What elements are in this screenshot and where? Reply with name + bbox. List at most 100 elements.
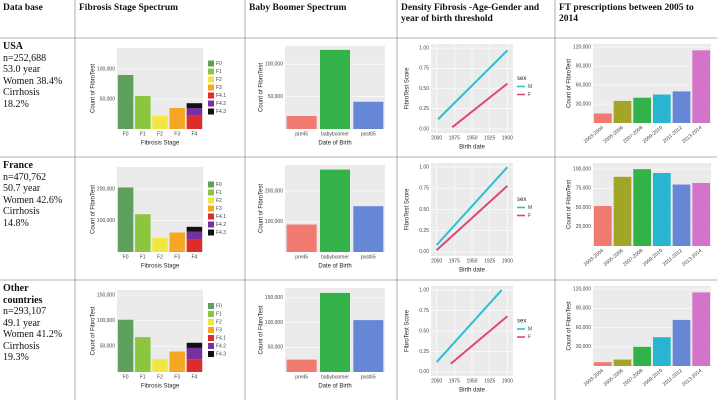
x-axis-label: Date of Birth bbox=[318, 141, 351, 147]
legend-swatch bbox=[208, 189, 214, 196]
legend-swatch bbox=[208, 229, 214, 236]
y-tick-label: 90,000 bbox=[576, 63, 592, 69]
y-axis-label: Count of FibroTest bbox=[91, 306, 97, 355]
bar bbox=[593, 362, 612, 366]
legend-label: F4.3 bbox=[216, 351, 226, 357]
bar bbox=[353, 206, 384, 252]
legend-swatch bbox=[208, 100, 214, 107]
x-tick-label: F3 bbox=[174, 131, 180, 137]
y-tick-label: 100,000 bbox=[97, 66, 115, 72]
x-tick-label: 1925 bbox=[484, 378, 495, 384]
y-tick-label: 0.75 bbox=[419, 186, 429, 192]
trend-line bbox=[451, 82, 508, 129]
column-header: Data base bbox=[3, 3, 43, 13]
chart: 0.00 0.25 0.50 0.75 1.00 FibroTest Score Birth… bbox=[405, 44, 532, 151]
bar bbox=[613, 359, 632, 366]
database-stat: Women 42.6% bbox=[3, 194, 63, 206]
x-axis-label: Date of Birth bbox=[318, 384, 351, 390]
legend-label: F1 bbox=[216, 311, 222, 317]
x-tick-label: 2003-2004 bbox=[583, 125, 605, 145]
y-tick-label: 100,000 bbox=[265, 219, 283, 225]
y-tick-label: 1.00 bbox=[419, 287, 429, 293]
x-tick-label: 2003-2004 bbox=[583, 368, 605, 388]
y-tick-label: 0.75 bbox=[419, 66, 429, 72]
bar bbox=[353, 101, 384, 129]
legend-label: F bbox=[528, 92, 531, 98]
x-tick-label: 1950 bbox=[466, 258, 477, 264]
x-tick-label: F3 bbox=[174, 254, 180, 260]
x-tick-label: F0 bbox=[123, 131, 129, 137]
trend-line bbox=[437, 49, 509, 120]
y-axis-label: Count of FibroTest bbox=[567, 180, 573, 229]
x-tick-label: 1975 bbox=[449, 378, 460, 384]
bar bbox=[692, 50, 711, 123]
y-axis-label: Count of FibroTest bbox=[91, 185, 97, 234]
x-tick-label: F1 bbox=[140, 374, 146, 380]
legend-swatch bbox=[208, 68, 214, 75]
y-tick-label: 1.00 bbox=[419, 45, 429, 51]
bar bbox=[633, 346, 652, 366]
y-tick-label: 60,000 bbox=[576, 82, 592, 88]
database-stat: Women 38.4% bbox=[3, 75, 63, 87]
trend-line bbox=[450, 315, 508, 365]
bar bbox=[353, 320, 384, 372]
bar bbox=[672, 91, 691, 123]
x-tick-label: F1 bbox=[140, 131, 146, 137]
legend-swatch bbox=[208, 343, 214, 349]
x-axis-label: Fibrosis Stage bbox=[141, 384, 180, 390]
database-stat: 49.1 year bbox=[3, 317, 41, 329]
database-stat: 50.7 year bbox=[3, 183, 41, 194]
x-tick-label: babyboomer bbox=[321, 374, 349, 380]
legend-label: F4.3 bbox=[216, 109, 226, 115]
y-axis-label: FibroTest Score bbox=[405, 67, 411, 110]
legend-swatch bbox=[208, 60, 214, 67]
bar-segment bbox=[117, 319, 134, 372]
bar-segment bbox=[117, 187, 134, 252]
legend-label: F4.2 bbox=[216, 101, 226, 107]
plot-panel bbox=[593, 286, 711, 366]
x-tick-label: 2011-2012 bbox=[662, 125, 684, 145]
y-tick-label: 50,000 bbox=[100, 96, 116, 102]
y-tick-label: 60,000 bbox=[576, 325, 592, 331]
legend-label: F4.3 bbox=[216, 230, 226, 236]
y-tick-label: 50,000 bbox=[100, 344, 116, 350]
legend-swatch bbox=[208, 205, 214, 212]
trend-line bbox=[435, 185, 509, 251]
database-name: France bbox=[3, 160, 33, 171]
legend-swatch bbox=[208, 213, 214, 220]
y-tick-label: 100,000 bbox=[97, 318, 115, 324]
legend-label: F3 bbox=[216, 206, 222, 212]
x-tick-label: 2013-2014 bbox=[681, 125, 703, 145]
bar-segment bbox=[186, 115, 203, 129]
x-tick-label: 2013-2014 bbox=[681, 368, 703, 388]
x-tick-label: 2007-2008 bbox=[622, 248, 644, 268]
bar-segment bbox=[135, 96, 151, 129]
y-tick-label: 100,000 bbox=[573, 166, 591, 172]
x-tick-label: babyboomer bbox=[321, 131, 349, 137]
y-tick-label: 75,000 bbox=[576, 186, 592, 192]
bar bbox=[692, 182, 711, 246]
legend-swatch bbox=[208, 221, 214, 228]
database-stat: n=252,688 bbox=[3, 52, 47, 64]
plot-panel bbox=[593, 163, 711, 246]
bar bbox=[320, 292, 350, 372]
bar-segment bbox=[186, 239, 203, 252]
legend-label: M bbox=[528, 84, 532, 90]
legend-label: F0 bbox=[216, 61, 222, 67]
x-tick-label: 1925 bbox=[484, 135, 495, 141]
database-stat: n=470,762 bbox=[3, 171, 47, 183]
x-tick-label: pre45 bbox=[295, 131, 308, 137]
bar-segment bbox=[152, 359, 168, 372]
bar bbox=[286, 359, 317, 372]
legend-swatch bbox=[208, 84, 214, 91]
database-stat: Cirrhosis bbox=[3, 206, 40, 217]
bar bbox=[672, 184, 691, 246]
x-tick-label: 1950 bbox=[466, 378, 477, 384]
legend-label: F2 bbox=[216, 198, 222, 204]
y-tick-label: 0.00 bbox=[419, 249, 429, 255]
chart: 0.00 0.25 0.50 0.75 1.00 FibroTest Score Birth… bbox=[405, 163, 532, 274]
x-axis-label: Date of Birth bbox=[318, 264, 351, 270]
x-tick-label: post65 bbox=[361, 254, 376, 260]
bar bbox=[320, 49, 350, 129]
